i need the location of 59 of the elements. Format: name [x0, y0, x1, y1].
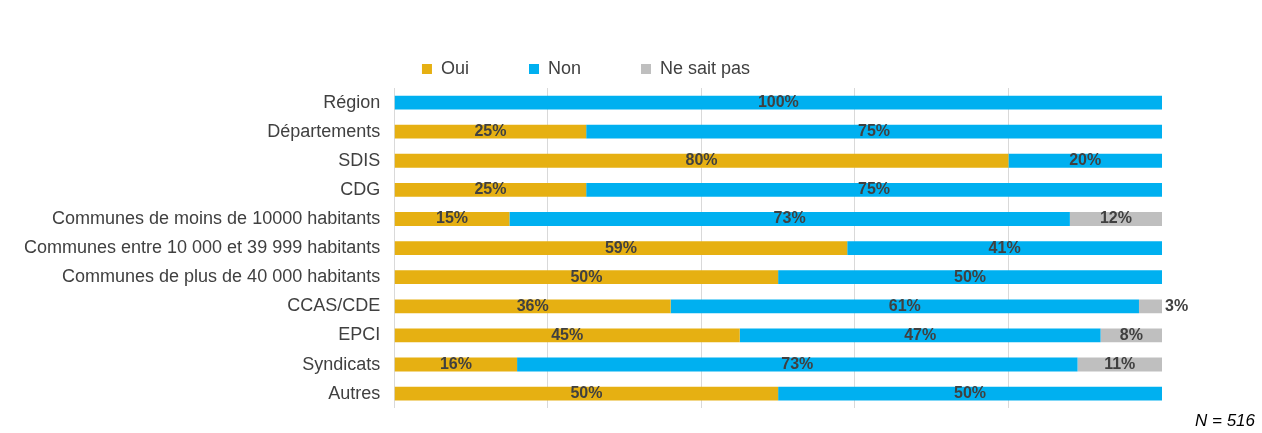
bar	[586, 182, 1162, 197]
bar	[394, 153, 1009, 168]
y-tick-label: Région	[323, 91, 381, 112]
data-label: 59%	[604, 238, 637, 256]
data-label: 73%	[781, 354, 814, 372]
data-label: 16%	[439, 354, 472, 372]
y-tick-label: Communes entre 10 000 et 39 999 habitants	[23, 237, 381, 258]
data-label: 61%	[888, 296, 921, 314]
data-label: 8%	[1119, 325, 1143, 343]
y-tick-label: Syndicats	[302, 353, 381, 374]
bar	[778, 386, 1162, 401]
bar	[394, 95, 1162, 110]
y-tick-label: CCAS/CDE	[287, 295, 381, 316]
data-label: 12%	[1099, 209, 1132, 227]
bar	[586, 124, 1162, 139]
y-tick-label: Communes de plus de 40 000 habitants	[62, 266, 381, 287]
bar	[778, 270, 1162, 285]
data-label: 25%	[474, 180, 507, 198]
bar	[394, 124, 587, 139]
data-label: 25%	[474, 122, 507, 140]
bar	[670, 299, 1139, 314]
y-tick-label: EPCI	[338, 324, 381, 345]
bar	[847, 241, 1162, 256]
bar	[394, 386, 779, 401]
bar	[739, 328, 1101, 343]
data-label: 100%	[757, 92, 799, 110]
data-label: 3%	[1165, 296, 1189, 314]
bar	[1008, 153, 1162, 168]
legend-label: Non	[547, 57, 581, 78]
data-label: 15%	[436, 209, 469, 227]
y-tick-label: CDG	[340, 178, 381, 199]
data-label: 80%	[685, 151, 718, 169]
y-tick-label: SDIS	[338, 149, 381, 170]
data-label: 11%	[1104, 354, 1136, 372]
bar	[517, 357, 1078, 372]
bar	[509, 212, 1070, 226]
y-tick-label: Autres	[328, 382, 381, 403]
data-label: 36%	[516, 296, 549, 314]
data-label: 50%	[954, 267, 987, 285]
legend-label: Ne sait pas	[659, 57, 751, 78]
bar	[1138, 299, 1162, 314]
data-label: 41%	[988, 238, 1021, 256]
data-label: 73%	[773, 209, 806, 227]
data-label: 20%	[1069, 151, 1102, 169]
data-label: 50%	[570, 267, 603, 285]
legend-label: Oui	[440, 57, 469, 78]
bar	[394, 270, 779, 285]
data-label: 50%	[954, 384, 987, 402]
y-tick-label: Départements	[267, 120, 381, 141]
bar	[394, 299, 671, 314]
text: N = 516	[1194, 411, 1256, 431]
y-tick-label: Communes de moins de 10000 habitants	[52, 207, 381, 228]
data-label: 45%	[551, 325, 584, 343]
bar	[394, 182, 587, 197]
bar	[394, 241, 848, 256]
data-label: 75%	[858, 122, 891, 140]
data-label: 75%	[858, 180, 891, 198]
data-label: 47%	[904, 325, 937, 343]
data-label: 50%	[570, 384, 603, 402]
